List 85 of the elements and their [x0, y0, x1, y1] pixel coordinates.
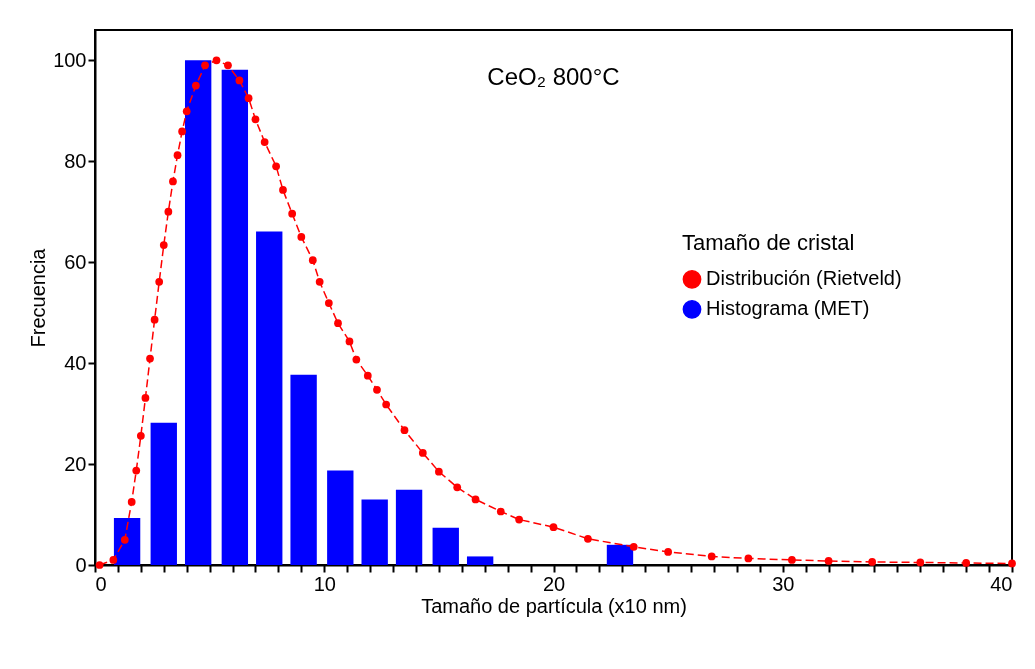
- point: [146, 354, 154, 363]
- bar: [606, 544, 634, 565]
- bar: [184, 60, 212, 565]
- point: [788, 556, 796, 564]
- point: [363, 371, 372, 380]
- bar: [290, 374, 317, 565]
- point: [744, 554, 753, 563]
- point: [549, 523, 558, 532]
- point: [418, 449, 427, 457]
- point: [308, 256, 317, 265]
- point: [297, 233, 306, 241]
- point: [352, 355, 361, 364]
- point: [962, 559, 971, 567]
- point: [120, 535, 129, 544]
- point: [95, 561, 104, 569]
- bar: [113, 518, 141, 565]
- point: [1008, 559, 1016, 568]
- y-tick-label: 80: [64, 149, 87, 172]
- point: [435, 467, 443, 476]
- bar: [361, 499, 388, 565]
- point: [272, 162, 280, 171]
- bar: [466, 556, 494, 565]
- point: [629, 542, 638, 551]
- x-tick-label: 10: [313, 572, 336, 595]
- point: [155, 277, 164, 286]
- bar: [432, 527, 459, 565]
- point: [496, 507, 505, 516]
- point: [315, 277, 324, 286]
- point: [159, 241, 168, 249]
- point: [235, 76, 244, 85]
- point: [164, 207, 173, 216]
- point: [471, 495, 480, 504]
- bar: [395, 489, 423, 565]
- point: [584, 534, 592, 543]
- point: [178, 127, 186, 136]
- point: [334, 319, 342, 328]
- y-axis-title: Frecuencia: [27, 247, 50, 348]
- point: [127, 498, 136, 506]
- point: [400, 426, 409, 435]
- y-tick-label: 40: [64, 351, 87, 374]
- point: [251, 115, 260, 124]
- legend-label: Distribución (Rietveld): [706, 267, 902, 290]
- bar: [256, 231, 283, 565]
- legend-label: Histograma (MET): [706, 297, 870, 320]
- point: [132, 466, 141, 475]
- point: [288, 209, 297, 218]
- point: [868, 558, 877, 566]
- point: [182, 107, 191, 116]
- point: [324, 299, 333, 307]
- point: [373, 386, 381, 394]
- point: [169, 177, 177, 186]
- point: [212, 56, 221, 65]
- point: [141, 394, 150, 402]
- x-tick-label: 20: [542, 572, 566, 595]
- x-tick-label: 40: [990, 572, 1013, 595]
- point: [453, 483, 462, 492]
- point: [824, 557, 833, 565]
- y-tick-label: 20: [64, 452, 87, 475]
- point: [173, 151, 182, 160]
- point: [707, 552, 716, 561]
- y-tick-label: 60: [64, 250, 87, 273]
- point: [136, 431, 145, 440]
- point: [260, 138, 269, 146]
- point: [382, 400, 391, 409]
- point: [515, 515, 523, 524]
- point: [345, 337, 354, 346]
- y-tick-label: 0: [75, 553, 87, 576]
- point: [201, 61, 209, 70]
- point: [279, 186, 287, 194]
- point: [150, 315, 159, 324]
- bar: [150, 422, 177, 565]
- legend-title: Tamaño de cristal: [682, 230, 855, 256]
- text: CeO₂ 800°C: [487, 63, 620, 90]
- y-tick-label: 100: [53, 48, 87, 71]
- point: [224, 61, 232, 70]
- x-tick-label: 30: [772, 572, 795, 595]
- point: [916, 558, 925, 567]
- bar: [221, 69, 249, 565]
- point: [244, 94, 253, 102]
- bar: [327, 470, 354, 565]
- point: [192, 81, 200, 90]
- point: [109, 556, 118, 564]
- point: [664, 548, 672, 556]
- x-tick-label: 0: [95, 572, 107, 595]
- x-axis-title: Tamaño de partícula (x10 nm): [421, 594, 687, 617]
